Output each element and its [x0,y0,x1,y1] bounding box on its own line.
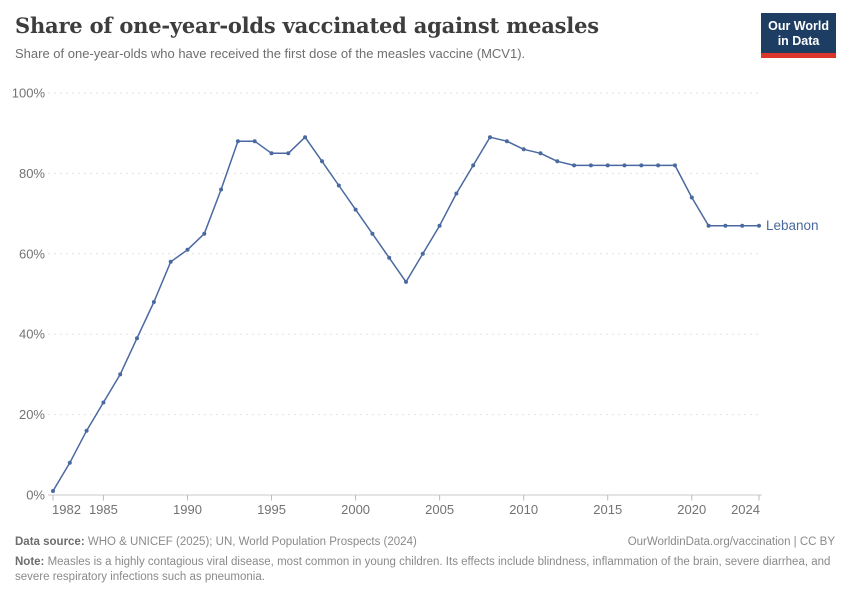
owid-logo[interactable]: Our World in Data [761,13,836,58]
data-point-1991[interactable] [202,231,207,236]
y-axis-label-80: 80% [19,166,45,181]
data-point-2019[interactable] [673,163,677,168]
chart-line-lebanon [52,136,759,492]
data-point-1986[interactable] [118,372,123,377]
line-chart: 0% 20% 40% 60% 80% 100% 1982 1985 1990 1995 2000 20… [12,86,819,518]
data-source-label: Data source: [15,536,85,548]
data-point-2004[interactable] [420,251,425,256]
data-point-2016[interactable] [622,163,627,168]
data-point-1992[interactable] [219,187,224,192]
data-point-2002[interactable] [387,255,392,260]
data-point-2014[interactable] [588,163,593,168]
chart-subtitle: Share of one-year-olds who have received… [15,46,526,62]
data-point-1987[interactable] [135,336,139,341]
owid-logo-line1: Our World [768,19,829,33]
data-point-1984[interactable] [84,428,89,433]
x-axis-label-2020: 2020 [677,502,706,517]
data-point-2021[interactable] [706,223,711,228]
data-point-2003[interactable] [404,279,408,284]
data-point-2023[interactable] [740,223,745,228]
data-point-1988[interactable] [151,300,156,304]
data-point-2022[interactable] [723,223,728,228]
data-point-1983[interactable] [67,460,72,465]
data-point-2000[interactable] [353,207,358,212]
data-point-2009[interactable] [504,139,509,144]
data-point-2001[interactable] [370,231,375,236]
y-axis-label-0: 0% [26,488,45,503]
x-axis-label-2024: 2024 [731,502,760,517]
data-source-line: Data source: WHO & UNICEF (2025); UN, Wo… [15,535,417,551]
data-point-2012[interactable] [555,159,560,164]
x-axis-label-1990: 1990 [173,502,202,517]
chart-title: Share of one-year-olds vaccinated agains… [15,13,599,38]
note-line: Note: Measles is a highly contagious vir… [15,555,835,586]
entity-label: Lebanon [766,218,819,233]
data-point-1990[interactable] [185,247,190,252]
data-point-1995[interactable] [269,151,274,156]
owid-logo-line2: in Data [777,33,820,48]
x-axis-label-2010: 2010 [509,502,538,517]
chart-header: Share of one-year-olds vaccinated agains… [15,13,836,63]
y-axis-label-60: 60% [19,246,45,261]
data-point-2015[interactable] [605,163,610,168]
data-point-1993[interactable] [235,139,240,144]
y-axis-label-40: 40% [19,327,45,342]
data-point-1998[interactable] [320,159,324,164]
data-point-2018[interactable] [656,163,661,168]
data-point-2008[interactable] [488,135,492,140]
data-point-2006[interactable] [454,191,459,196]
data-point-2013[interactable] [572,163,577,168]
data-point-2010[interactable] [521,147,526,152]
data-point-1996[interactable] [286,151,291,156]
data-point-2005[interactable] [437,223,442,228]
x-axis-label-2000: 2000 [341,502,370,517]
x-axis-label-1995: 1995 [257,502,286,517]
note-label: Note: [15,555,45,568]
owid-link[interactable]: OurWorldinData.org/vaccination [627,536,791,548]
data-point-2011[interactable] [538,151,543,156]
y-axis-label-100: 100% [12,86,46,101]
data-point-1982[interactable] [51,489,55,493]
attribution-line: OurWorldinData.org/vaccination | CC BY [628,535,835,551]
license-text: | CC BY [790,536,835,548]
data-point-1994[interactable] [252,139,257,144]
x-axis-label-2005: 2005 [425,502,454,517]
data-point-2007[interactable] [471,163,476,168]
data-source-text: WHO & UNICEF (2025); UN, World Populatio… [84,536,417,548]
x-axis-label-2015: 2015 [593,502,622,517]
data-point-1999[interactable] [336,183,341,188]
x-axis-label-1985: 1985 [89,502,118,517]
x-axis-label-1982: 1982 [52,502,81,517]
data-point-2020[interactable] [689,195,694,200]
note-text: Measles is a highly contagious viral dis… [15,555,831,584]
data-point-1985[interactable] [101,400,106,405]
y-axis-label-20: 20% [19,407,45,422]
data-point-1997[interactable] [303,135,308,140]
chart-footer: Data source: WHO & UNICEF (2025); UN, Wo… [15,535,835,586]
data-point-2017[interactable] [639,163,644,168]
data-point-1989[interactable] [168,259,173,264]
data-point-2024[interactable] [757,223,761,228]
